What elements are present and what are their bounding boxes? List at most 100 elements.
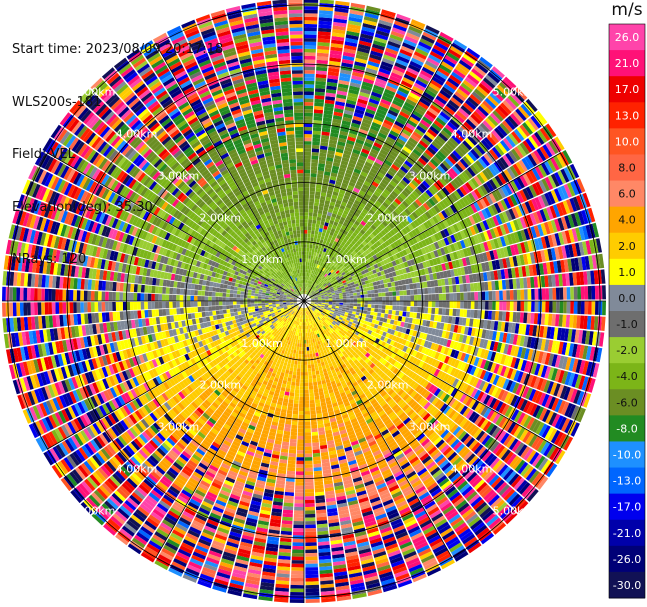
radar-gate [451,116,463,126]
radar-gate [393,234,399,241]
radar-gate [333,14,348,20]
radar-gate [320,145,328,150]
radar-gate [446,226,453,236]
radar-gate [431,266,436,273]
radar-gate [386,82,399,90]
radar-gate [533,238,541,251]
radar-gate [316,272,320,277]
radar-gate [492,301,496,310]
radar-gate [365,272,371,277]
radar-gate [304,467,313,472]
radar-gate [333,279,338,284]
radar-gate [441,86,454,97]
radar-gate [322,282,326,286]
radar-gate [337,261,342,266]
radar-gate [304,27,317,32]
radar-gate [304,194,309,199]
radar-gate [309,350,313,354]
radar-gate [321,296,325,299]
radar-gate [354,61,367,68]
radar-gate [306,279,309,284]
radar-gate [478,210,486,221]
radar-gate [405,122,416,131]
radar-gate [379,129,389,136]
radar-gate [439,89,452,99]
radar-gate [305,588,320,593]
radar-gate [427,307,432,314]
radar-gate [349,305,354,309]
radar-gate [451,71,464,82]
radar-gate [341,290,346,293]
radar-gate [368,218,375,225]
radar-gate [451,134,462,145]
radar-gate [330,274,335,279]
radar-gate [443,237,450,246]
radar-gate [317,293,321,296]
radar-gate [319,239,324,244]
radar-gate [395,286,400,291]
radar-gate [346,30,360,37]
radar-gate [518,159,528,172]
radar-gate [405,98,417,107]
radar-gate [320,254,324,259]
radar-gate [410,151,420,160]
radar-gate [306,339,309,344]
radar-gate [427,228,434,236]
radar-gate [480,282,485,291]
radar-gate [348,197,356,203]
radar-gate [321,134,330,140]
radar-gate [306,254,309,259]
radar-gate [511,207,520,219]
radar-gate [525,265,530,277]
radar-gate [333,206,340,212]
radar-gate [306,350,310,355]
radar-gate [347,184,354,191]
radar-gate [343,113,353,119]
radar-gate [316,56,329,61]
radar-gate [357,158,366,165]
radar-gate [356,289,361,293]
radar-gate [319,257,323,262]
radar-gate [420,137,431,146]
radar-gate [362,77,375,85]
radar-gate [546,262,552,275]
radar-gate [382,122,392,130]
radar-gate [335,151,343,157]
radar-gate [463,238,470,248]
radar-gate [309,293,312,297]
radar-gate [381,305,386,310]
radar-gate [304,66,315,71]
radar-gate [417,225,424,233]
radar-gate [458,173,468,184]
radar-gate [308,219,313,224]
radar-gate [466,227,473,237]
radar-gate [312,130,321,135]
radar-gate [418,73,431,82]
radar-gate [391,126,401,135]
radar-gate [550,219,558,233]
radar-gate [427,146,437,156]
radar-gate [407,223,414,231]
radar-gate [359,248,365,254]
radar-gate [324,269,329,274]
radar-gate [442,160,452,170]
radar-gate [513,289,518,300]
radar-gate [308,215,313,220]
radar-gate [309,273,312,277]
radar-gate [447,206,455,215]
radar-gate [376,171,385,179]
radar-gate [368,171,377,178]
radar-gate [552,287,557,300]
radar-gate [373,142,383,149]
radar-gate [307,357,311,362]
radar-gate [446,170,456,180]
radar-gate [322,272,327,276]
radar-gate [342,273,347,278]
radar-gate [567,214,575,228]
radar-gate [305,290,307,294]
radar-gate [318,278,322,282]
radar-gate [326,280,330,285]
radar-gate [316,238,321,243]
radar-gate [359,243,365,249]
radar-gate [352,232,358,238]
